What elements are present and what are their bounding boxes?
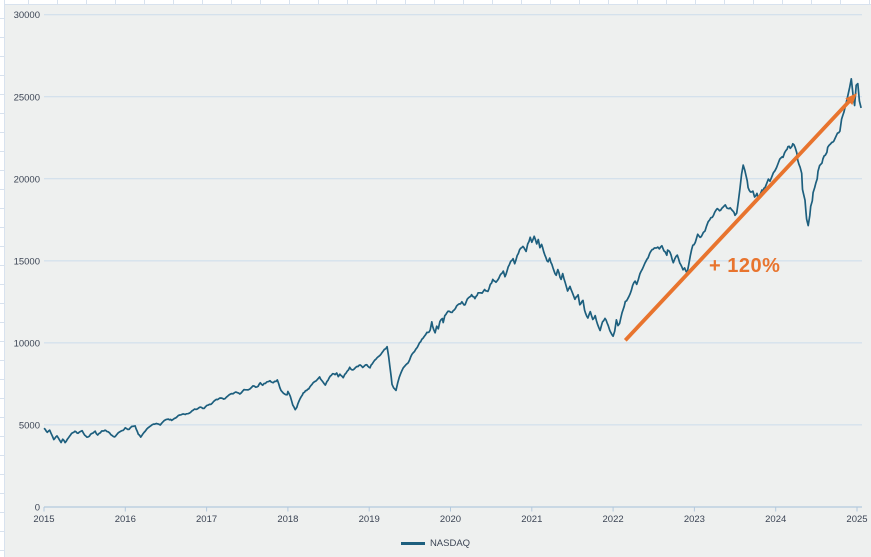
trend-arrow-head: [845, 93, 857, 105]
y-axis-label: 20000: [14, 174, 40, 185]
x-axis-label: 2016: [115, 514, 136, 525]
y-axis-label: 25000: [14, 92, 40, 103]
x-axis-label: 2017: [196, 514, 217, 525]
spreadsheet-cell-gridlines-top: [0, 0, 871, 5]
chart-legend: NASDAQ: [0, 536, 871, 550]
x-axis-label: 2022: [603, 514, 624, 525]
gain-annotation: + 120%: [709, 255, 781, 277]
y-axis-label: 10000: [14, 338, 40, 349]
trend-arrow-line: [623, 97, 853, 342]
x-axis-label: 2023: [684, 514, 705, 525]
chart-plot-background: [5, 5, 871, 557]
x-axis-label: 2025: [846, 514, 867, 525]
y-axis-label: 0: [35, 503, 40, 514]
y-axis-label: 30000: [14, 10, 40, 21]
x-axis-label: 2018: [277, 514, 298, 525]
x-axis-label: 2020: [440, 514, 461, 525]
legend-label: NASDAQ: [429, 537, 471, 549]
x-axis-label: 2015: [33, 514, 54, 525]
x-axis-label: 2024: [765, 514, 786, 525]
y-axis-label: 15000: [14, 256, 40, 267]
spreadsheet-cell-gridlines-left: [0, 0, 5, 557]
nasdaq-line-series: [43, 77, 862, 444]
x-axis-label: 2019: [359, 514, 380, 525]
y-axis-label: 5000: [19, 420, 40, 431]
legend-line-swatch: [400, 541, 425, 545]
x-axis-label: 2021: [521, 514, 542, 525]
